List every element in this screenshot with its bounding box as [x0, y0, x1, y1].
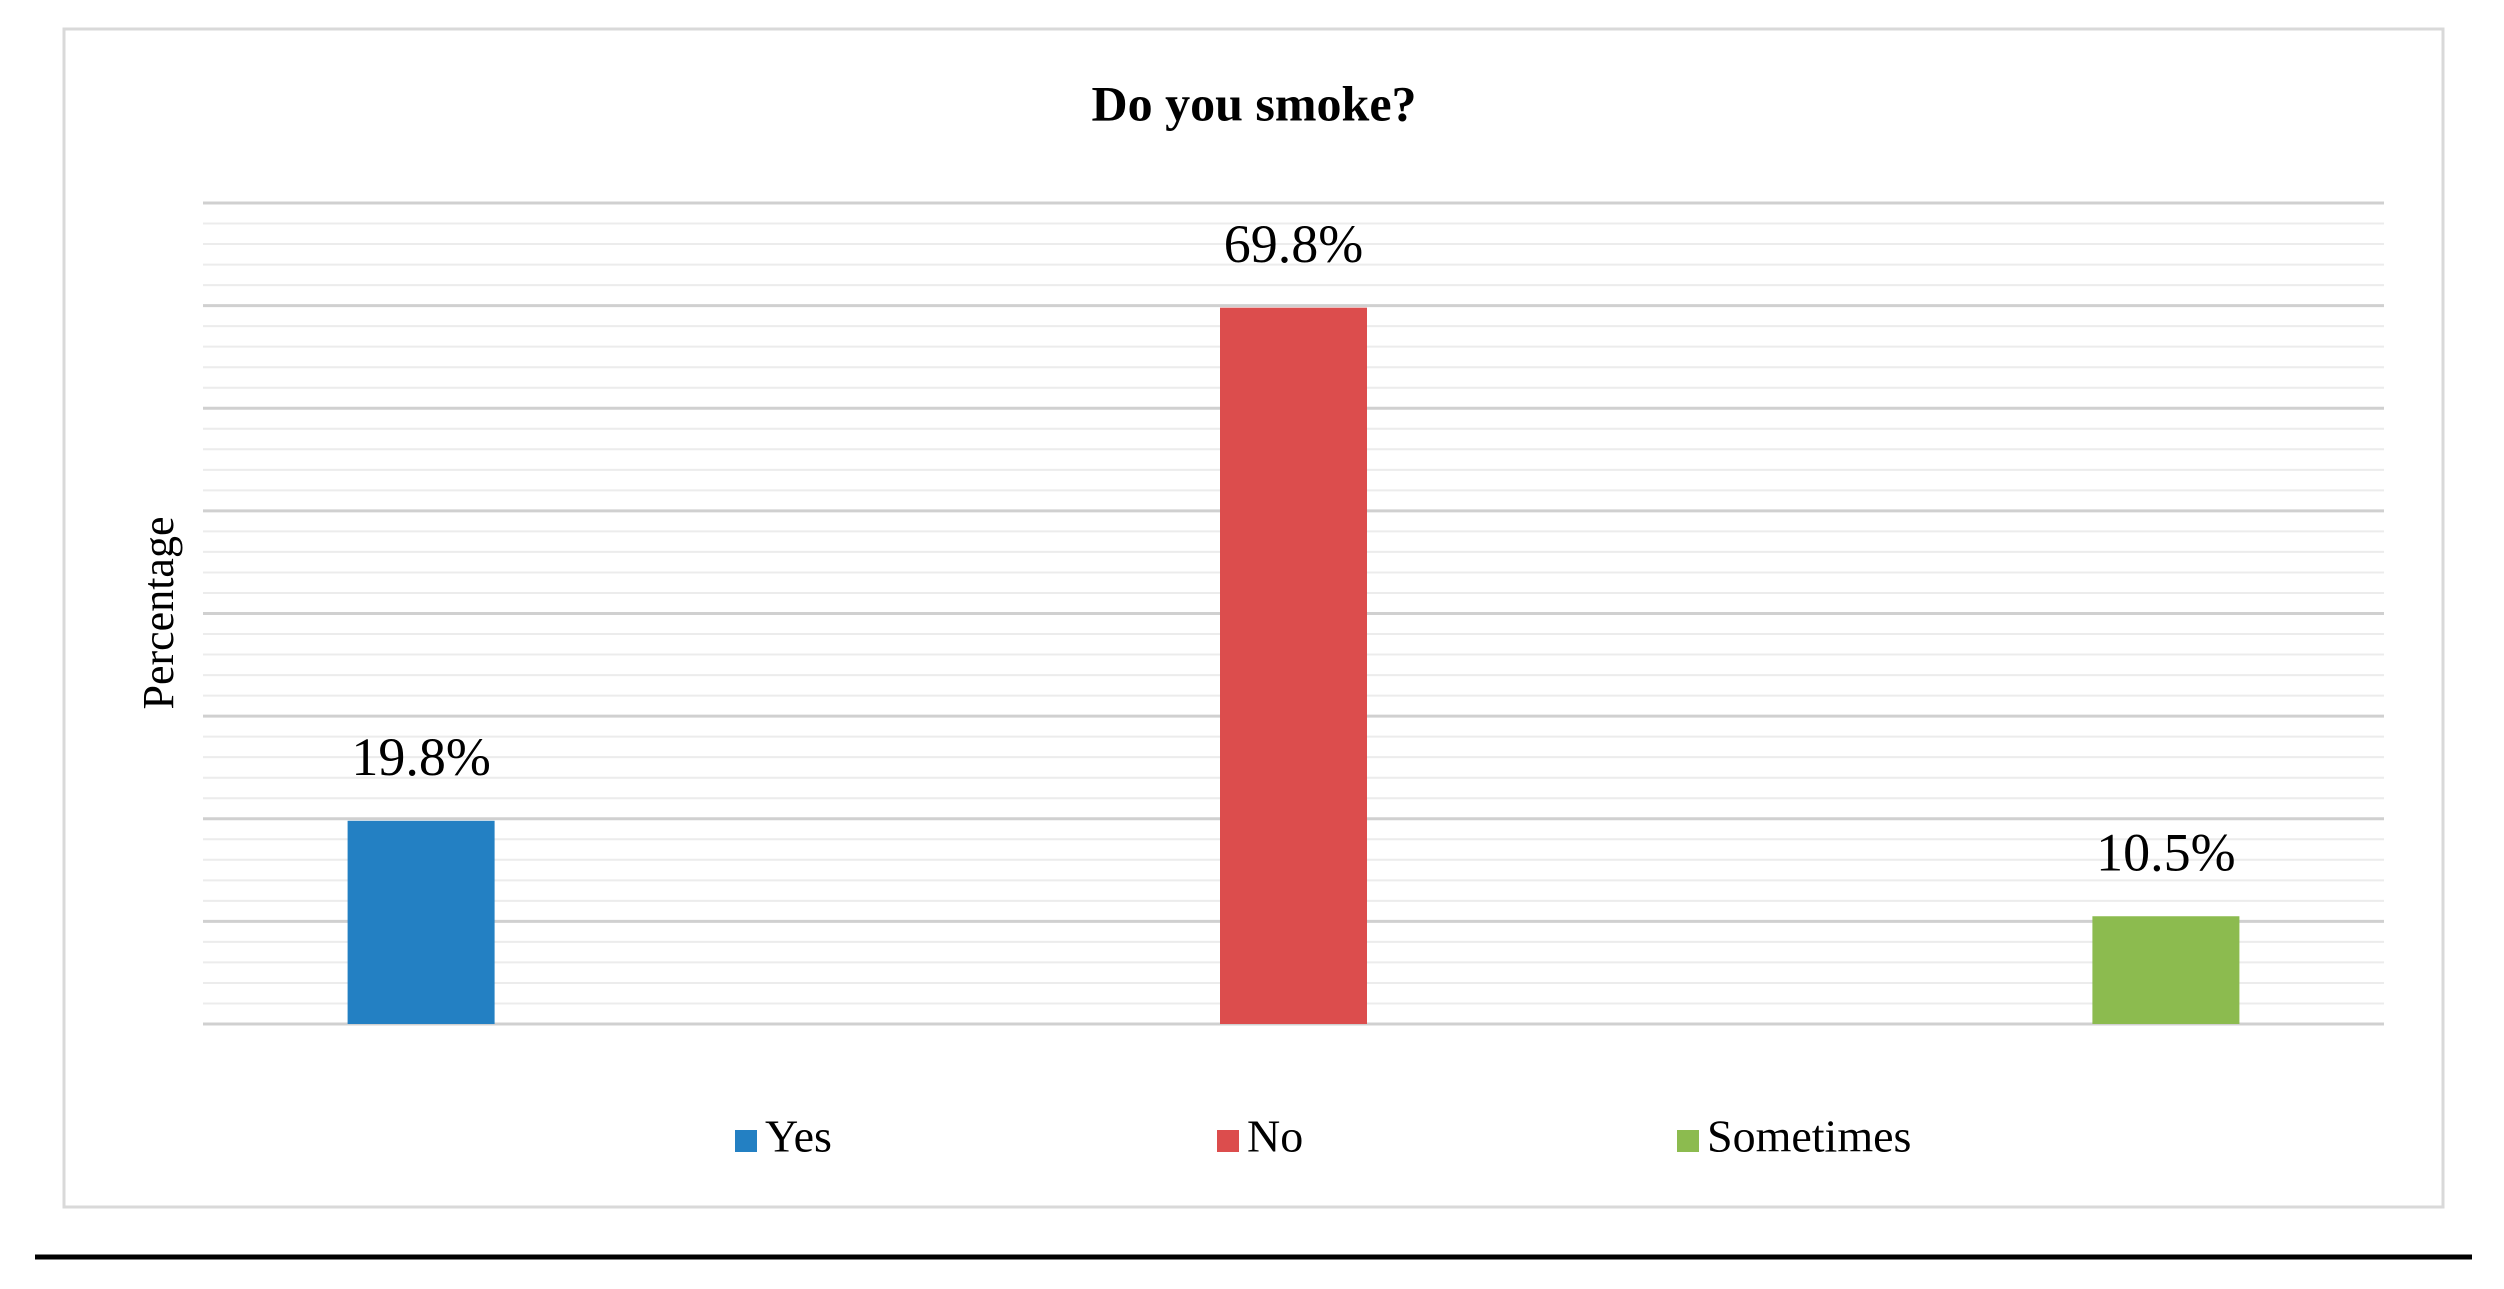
- legend-label: Yes: [765, 1111, 832, 1162]
- data-label: 19.8%: [351, 727, 490, 787]
- data-label: 69.8%: [1224, 214, 1363, 274]
- legend-label: Sometimes: [1707, 1111, 1911, 1162]
- legend-swatch: [735, 1130, 757, 1152]
- bar: [347, 820, 495, 1024]
- legend-swatch: [1677, 1130, 1699, 1152]
- bar: [2092, 916, 2240, 1024]
- chart-title: Do you smoke?: [1091, 75, 1416, 131]
- legend-swatch: [1217, 1130, 1239, 1152]
- legend-label: No: [1247, 1111, 1303, 1162]
- data-label: 10.5%: [2096, 823, 2235, 883]
- bar: [1220, 307, 1367, 1024]
- y-axis-title: Percentage: [134, 517, 183, 710]
